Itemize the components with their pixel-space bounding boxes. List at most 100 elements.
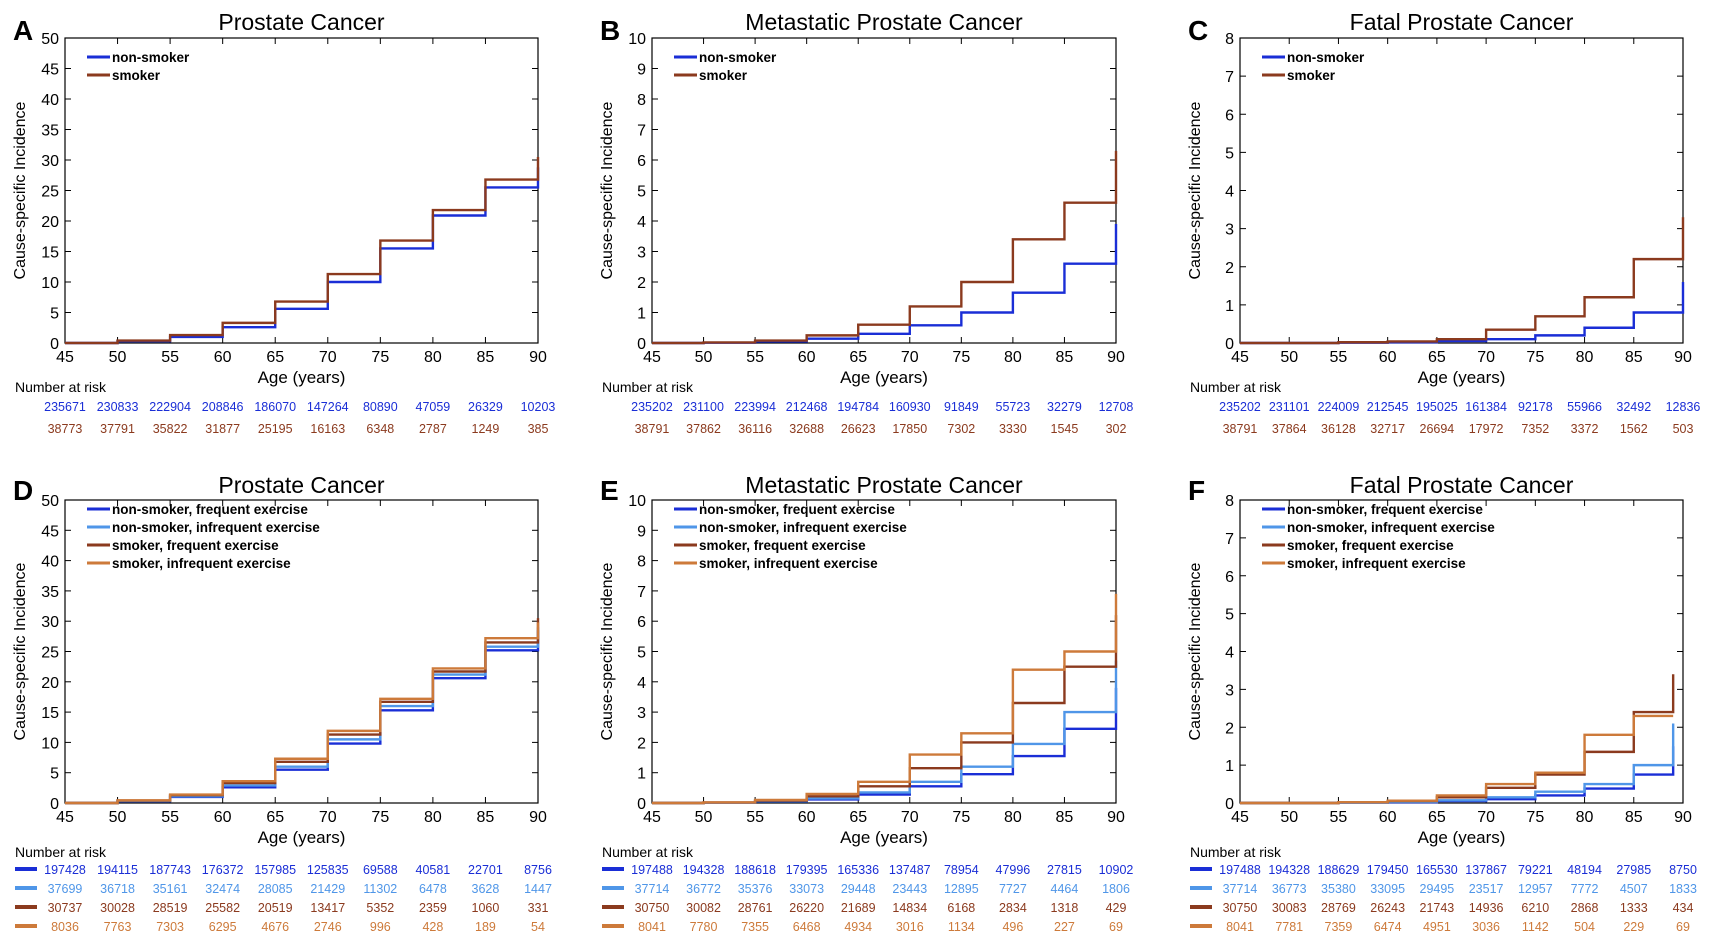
risk-table: Number at risk 235202 231100 223994 212468 19… (602, 379, 1133, 436)
x-tick-label: 80 (1576, 809, 1594, 826)
x-axis-label: Age (years) (840, 828, 928, 847)
x-tick-label: 65 (849, 349, 867, 366)
legend-label: non-smoker (112, 50, 190, 65)
risk-value: 47059 (416, 400, 451, 414)
risk-table: Number at risk 197488 194328 188629 179450 16… (1190, 844, 1697, 934)
x-axis-label: Age (years) (840, 368, 928, 387)
risk-value: 29448 (841, 882, 876, 896)
x-tick-label: 80 (1576, 349, 1594, 366)
risk-value: 37864 (1272, 422, 1307, 436)
x-tick-label: 65 (849, 809, 867, 826)
risk-value: 28769 (1321, 901, 1356, 915)
risk-value: 137867 (1465, 863, 1507, 877)
risk-value: 3016 (896, 920, 924, 934)
risk-value: 208846 (202, 400, 244, 414)
risk-value: 22701 (468, 863, 503, 877)
x-tick-label: 50 (695, 809, 713, 826)
risk-value: 197428 (44, 863, 86, 877)
risk-value: 25582 (205, 901, 240, 915)
y-tick-label: 35 (41, 123, 59, 140)
risk-value: 224009 (1318, 400, 1360, 414)
y-axis-label: Cause-specific Incidence (1187, 562, 1204, 740)
risk-value: 12836 (1666, 400, 1701, 414)
risk-value: 194328 (683, 863, 725, 877)
risk-value: 55723 (996, 400, 1031, 414)
risk-value: 27815 (1047, 863, 1082, 877)
y-tick-label: 5 (637, 645, 646, 662)
x-tick-label: 85 (477, 809, 495, 826)
risk-value: 434 (1673, 901, 1694, 915)
risk-value: 212545 (1367, 400, 1409, 414)
risk-value: 5352 (366, 901, 394, 915)
risk-value: 12895 (944, 882, 979, 896)
risk-value: 33095 (1370, 882, 1405, 896)
risk-value: 17972 (1469, 422, 1504, 436)
risk-value: 1562 (1620, 422, 1648, 436)
y-tick-label: 35 (41, 584, 59, 601)
legend-label: non-smoker, frequent exercise (699, 502, 895, 517)
risk-value: 47996 (996, 863, 1031, 877)
risk-value: 7781 (1275, 920, 1303, 934)
legend: non-smoker smoker (674, 50, 777, 83)
y-tick-label: 7 (637, 584, 646, 601)
risk-value: 7763 (104, 920, 132, 934)
x-tick-label: 70 (901, 349, 919, 366)
risk-value: 7727 (999, 882, 1027, 896)
y-tick-label: 7 (637, 123, 646, 140)
risk-value: 14936 (1469, 901, 1504, 915)
risk-value: 4934 (844, 920, 872, 934)
risk-value: 6468 (793, 920, 821, 934)
risk-value: 33073 (789, 882, 824, 896)
x-tick-label: 65 (1428, 809, 1446, 826)
risk-value: 6168 (947, 901, 975, 915)
x-tick-label: 60 (1379, 349, 1397, 366)
y-tick-label: 4 (1225, 645, 1234, 662)
risk-value: 7359 (1325, 920, 1353, 934)
risk-table-title: Number at risk (602, 379, 694, 395)
legend-label: non-smoker (699, 50, 777, 65)
risk-value: 26694 (1420, 422, 1455, 436)
x-tick-label: 45 (643, 809, 661, 826)
y-tick-label: 1 (1225, 758, 1234, 775)
x-tick-label: 90 (529, 349, 547, 366)
x-tick-label: 80 (1004, 349, 1022, 366)
risk-value: 21429 (310, 882, 345, 896)
x-tick-label: 55 (746, 349, 764, 366)
risk-value: 3330 (999, 422, 1027, 436)
risk-value: 176372 (202, 863, 244, 877)
risk-value: 69588 (363, 863, 398, 877)
risk-value: 1142 (1522, 920, 1549, 934)
y-tick-label: 0 (1225, 336, 1234, 353)
risk-value: 235202 (1219, 400, 1261, 414)
risk-value: 7355 (741, 920, 769, 934)
risk-value: 230833 (97, 400, 139, 414)
series-line-1 (65, 627, 540, 805)
risk-value: 4507 (1620, 882, 1648, 896)
risk-value: 92178 (1518, 400, 1553, 414)
legend-label: non-smoker, frequent exercise (112, 502, 308, 517)
legend-label: smoker, infrequent exercise (699, 556, 878, 571)
risk-value: 28085 (258, 882, 293, 896)
y-tick-label: 15 (41, 245, 59, 262)
risk-table: Number at risk 197428 194115 187743 176372 15… (15, 844, 552, 934)
y-tick-label: 8 (1225, 31, 1234, 48)
risk-value: 38791 (635, 422, 670, 436)
risk-value: 14834 (892, 901, 927, 915)
legend-label: smoker (112, 68, 161, 83)
risk-value: 504 (1574, 920, 1595, 934)
risk-value: 12957 (1518, 882, 1553, 896)
series-line-1 (1240, 217, 1685, 345)
risk-value: 186070 (254, 400, 296, 414)
risk-value: 2868 (1571, 901, 1599, 915)
risk-value: 235671 (44, 400, 86, 414)
risk-value: 2746 (314, 920, 342, 934)
risk-value: 194115 (97, 863, 138, 877)
y-tick-label: 3 (637, 705, 646, 722)
risk-value: 32688 (789, 422, 824, 436)
x-tick-label: 50 (109, 809, 127, 826)
legend: non-smoker smoker (1262, 50, 1365, 83)
y-tick-label: 5 (1225, 145, 1234, 162)
risk-value: 80890 (363, 400, 398, 414)
y-tick-label: 4 (1225, 184, 1234, 201)
y-tick-label: 15 (41, 705, 59, 722)
